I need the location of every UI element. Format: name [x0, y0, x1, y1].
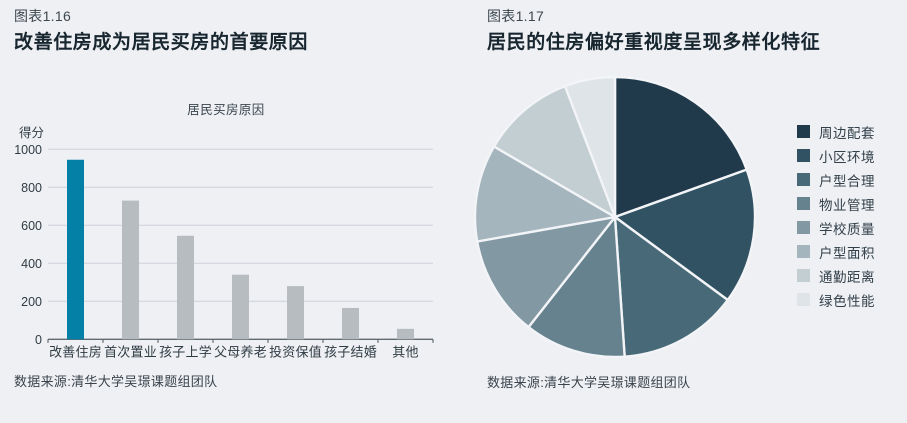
legend-swatch: [797, 245, 810, 258]
legend-label: 周边配套: [819, 125, 875, 141]
bar-改善住房: [67, 159, 84, 340]
bar-孩子结婚: [342, 307, 359, 340]
bar-首次置业: [122, 200, 139, 340]
legend-item-绿色性能: 绿色性能: [797, 293, 875, 309]
legend-item-小区环境: 小区环境: [797, 149, 875, 165]
legend-swatch: [797, 293, 810, 306]
y-tick-label: 0: [35, 333, 42, 347]
legend-label: 绿色性能: [819, 293, 875, 309]
pie-slice-户型合理: [613, 215, 729, 358]
x-category-label: 投资保值: [269, 344, 322, 359]
y-tick-label: 400: [21, 257, 42, 271]
legend-item-户型合理: 户型合理: [797, 173, 875, 189]
pie-chart-slices: [473, 75, 757, 359]
y-tick-label: 600: [21, 219, 42, 233]
y-tick-label: 200: [21, 295, 42, 309]
legend-label: 小区环境: [819, 149, 875, 165]
pie-chart-svg: [473, 75, 757, 359]
legend-item-通勤距离: 通勤距离: [797, 269, 875, 285]
bar-投资保值: [287, 286, 304, 340]
bar-孩子上学: [177, 235, 194, 340]
legend-swatch: [797, 269, 810, 282]
x-category-label: 首次置业: [104, 344, 157, 359]
data-source-note: 数据来源:清华大学吴璟课题组团队: [487, 375, 691, 390]
pie-legend: 周边配套小区环境户型合理物业管理学校质量户型面积通勤距离绿色性能: [797, 125, 875, 309]
pie-slice-物业管理: [527, 215, 626, 359]
legend-item-户型面积: 户型面积: [797, 245, 875, 261]
legend-swatch: [797, 149, 810, 162]
x-category-label: 父母养老: [214, 344, 267, 359]
pie-slice-绿色性能: [563, 75, 617, 219]
x-category-label: 孩子结婚: [324, 344, 377, 359]
legend-label: 户型合理: [819, 173, 875, 189]
legend-label: 通勤距离: [819, 269, 875, 285]
pie-slice-学校质量: [475, 215, 617, 329]
legend-swatch: [797, 125, 810, 138]
legend-swatch: [797, 197, 810, 210]
pie-slice-小区环境: [613, 168, 757, 302]
x-category-label: 其他: [392, 344, 418, 359]
y-tick-label: 800: [21, 181, 42, 195]
legend-item-学校质量: 学校质量: [797, 221, 875, 237]
data-source-note: 数据来源:清华大学吴璟课题组团队: [14, 374, 218, 389]
pie-slice-周边配套: [613, 75, 748, 219]
bar-chart-title: 居民买房原因: [187, 102, 264, 117]
legend-swatch: [797, 173, 810, 186]
figure-tag: 图表1.17: [487, 8, 545, 24]
figure-title: 改善住房成为居民买房的首要原因: [14, 32, 309, 53]
legend-item-周边配套: 周边配套: [797, 125, 875, 141]
bar-chart-svg: 居民买房原因 得分 0 200 400 600 800 1000 改善住房 首次置业 孩子上学父…: [14, 102, 434, 359]
bar-父母养老: [232, 274, 249, 340]
figure-1-16-panel: 图表1.16 改善住房成为居民买房的首要原因 居民买房原因 得分 0 200 400…: [0, 0, 453, 423]
y-tick-label: 1000: [14, 143, 42, 157]
legend-label: 物业管理: [819, 197, 875, 213]
bar-其他: [397, 328, 414, 340]
figure-tag: 图表1.16: [14, 8, 72, 24]
bar-chart-plot: 0 200 400 600 800 1000 改善住房 首次置业 孩子上学 父母养老 投资保值 孩子结…: [14, 143, 434, 359]
figure-1-17-panel: 图表1.17 居民的住房偏好重视度呈现多样化特征 周边配套小区环境户型合理物业管…: [453, 0, 907, 423]
pie-slice-户型面积: [473, 145, 617, 243]
y-axis-label: 得分: [19, 125, 44, 140]
legend-label: 户型面积: [819, 245, 875, 261]
legend-item-物业管理: 物业管理: [797, 197, 875, 213]
x-category-label: 孩子上学: [159, 344, 212, 359]
x-category-label: 改善住房: [49, 344, 102, 359]
legend-swatch: [797, 221, 810, 234]
legend-label: 学校质量: [819, 221, 875, 237]
figure-title: 居民的住房偏好重视度呈现多样化特征: [487, 32, 821, 53]
pie-slice-通勤距离: [492, 84, 617, 219]
